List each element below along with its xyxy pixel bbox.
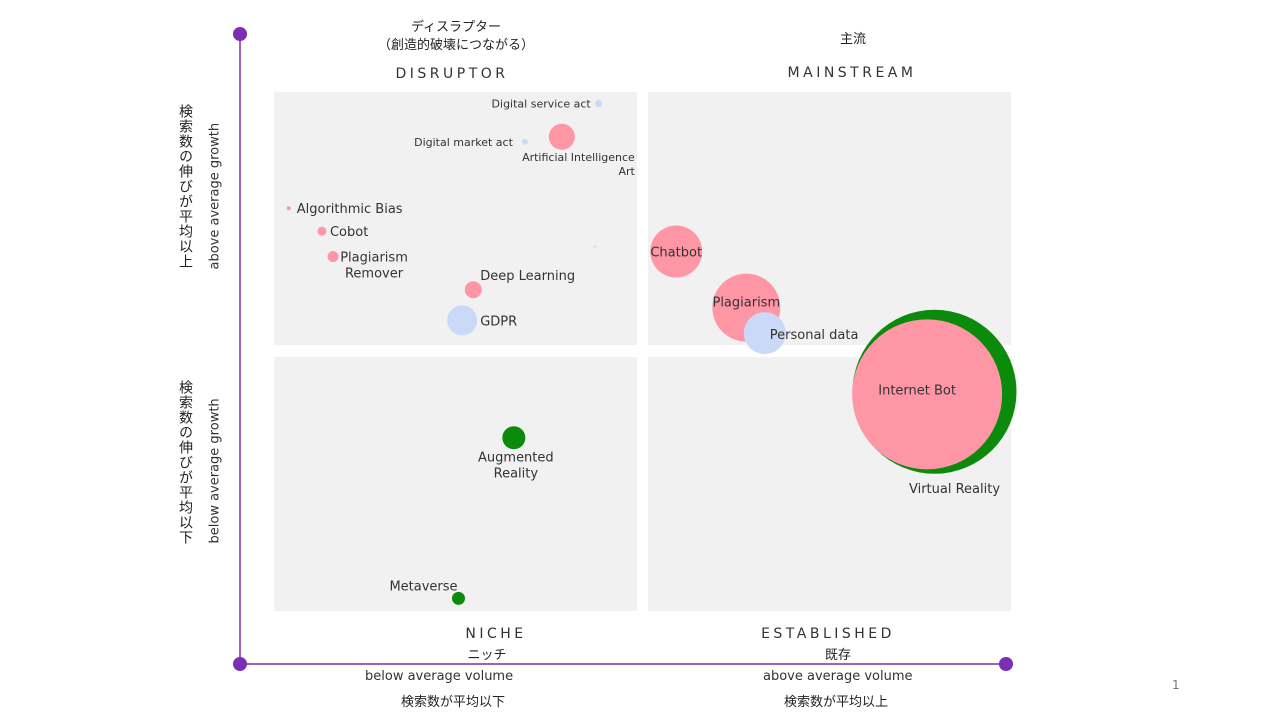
bubble-metaverse [452,591,465,605]
established-jp-title: 既存 [824,648,851,663]
quadrant-niche [274,357,637,611]
mainstream-title: MAINSTREAM [787,65,917,81]
quadrant-disruptor [274,92,637,345]
axis-origin-endpoint [233,657,247,671]
x-axis-below-jp-label: 検索数が平均以下 [400,695,505,710]
label-chatbot: Chatbot [650,246,702,261]
bubble-unlabeled-6 [593,245,597,248]
label-plagiarism: Plagiarism [712,296,780,311]
label-cobot: Cobot [330,225,368,240]
bubble-digital-service-act [595,100,603,108]
bubble-gdpr [447,305,478,336]
label-augmented-reality: Augmented Reality [478,451,554,482]
bubble-cobot [317,226,327,236]
niche-jp-title: ニッチ [467,648,507,663]
bubble-digital-market-act [521,138,528,145]
bubble-augmented-reality [502,426,526,450]
bubble-artificial-intelligence-art [548,123,575,150]
label-personal-data: Personal data [770,328,859,343]
label-artificial-intelligence-art: Artificial Intelligence Art [522,151,635,178]
bubble-plagiarism-remover [327,251,339,263]
y-axis-above-jp-label: 検索数の伸びが平均以上 [177,104,193,269]
label-virtual-reality: Virtual Reality [909,482,1000,497]
established-title: ESTABLISHED [761,626,895,642]
disruptor-jp-title: ディスラプター [410,20,502,35]
label-metaverse: Metaverse [389,579,457,594]
disruptor-title: DISRUPTOR [395,66,509,82]
label-digital-service-act: Digital service act [492,98,592,111]
bubble-chatbot [650,225,703,278]
x-axis-right-endpoint [999,657,1013,671]
y-axis-below-jp-label: 検索数の伸びが平均以下 [177,380,193,545]
x-axis-above-label: above average volume [763,669,913,684]
label-algorithmic-bias: Algorithmic Bias [297,202,403,217]
mainstream-jp-title: 主流 [839,32,866,47]
label-internet-bot: Internet Bot [878,383,956,398]
label-digital-market-act: Digital market act [414,136,513,149]
niche-title: NICHE [465,626,527,642]
label-deep-learning: Deep Learning [480,269,575,284]
page-number: 1 [1172,678,1180,692]
bubble-deep-learning [464,281,482,299]
label-gdpr: GDPR [480,314,517,329]
bubble-personal-data [743,312,786,355]
y-axis-top-endpoint [233,27,247,41]
quadrant-mainstream [648,92,1011,345]
disruptor-jp-subtitle: （創造的破壊につながる） [377,38,534,53]
x-axis-above-jp-label: 検索数が平均以上 [783,695,888,710]
x-axis-below-label: below average volume [365,669,514,684]
bubble-algorithmic-bias [286,206,291,211]
label-plagiarism-remover: Plagiarism Remover [340,251,408,282]
bubble-internet-bot [852,319,1003,470]
